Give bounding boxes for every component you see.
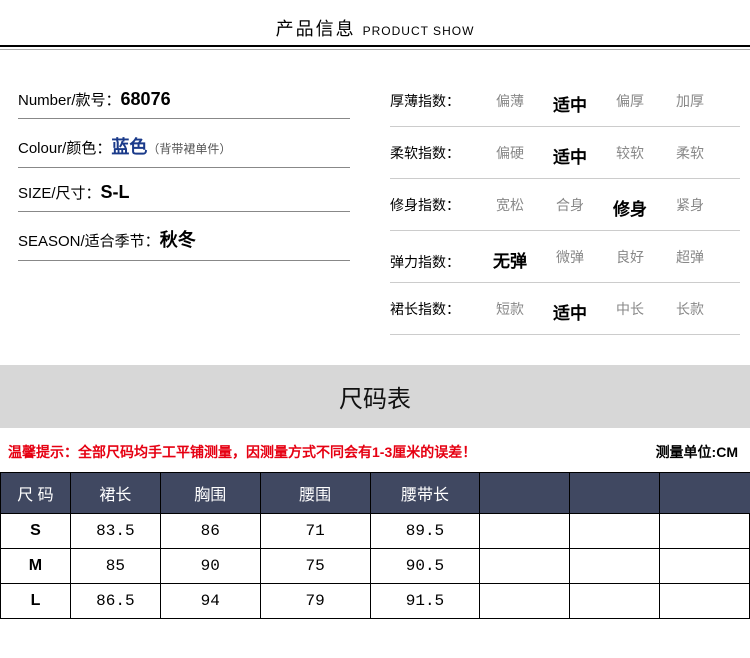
table-cell: L [1, 584, 71, 619]
index-label: 柔软指数： [390, 143, 480, 163]
index-label: 弹力指数： [390, 252, 480, 272]
index-option: 适中 [540, 299, 600, 324]
table-row: S83.5867189.5 [1, 514, 750, 549]
notice-row: 温馨提示：全部尺码均手工平铺测量，因测量方式不同会有1-3厘米的误差！ 测量单位… [0, 428, 750, 472]
table-row: L86.5947991.5 [1, 584, 750, 619]
size-table-head: 尺 码裙长胸围腰围腰带长 [1, 473, 750, 514]
index-option: 较软 [600, 143, 660, 168]
table-cell: 94 [160, 584, 260, 619]
index-label: 厚薄指数： [390, 91, 480, 111]
table-header-blank [570, 473, 660, 514]
table-cell: 90 [160, 549, 260, 584]
index-option: 偏厚 [600, 91, 660, 116]
index-row: 裙长指数：短款适中中长长款 [390, 283, 740, 335]
index-option: 修身 [600, 195, 660, 220]
index-option: 适中 [540, 91, 600, 116]
index-option: 适中 [540, 143, 600, 168]
table-cell-blank [660, 514, 750, 549]
index-option: 良好 [600, 247, 660, 272]
info-block: Number/款号：68076Colour/颜色：蓝色（背带裙单件）SIZE/尺… [0, 50, 750, 345]
info-row: Number/款号：68076 [18, 75, 350, 119]
info-row: Colour/颜色：蓝色（背带裙单件） [18, 119, 350, 168]
table-row: M85907590.5 [1, 549, 750, 584]
index-option: 偏硬 [480, 143, 540, 168]
table-cell-blank [660, 549, 750, 584]
info-label: SIZE/尺寸： [18, 185, 101, 202]
info-value: S-L [101, 182, 130, 202]
info-row: SEASON/适合季节：秋冬 [18, 212, 350, 261]
table-cell: 90.5 [370, 549, 480, 584]
info-value: 蓝色 [111, 137, 147, 157]
table-cell: 75 [260, 549, 370, 584]
header-rule [0, 45, 750, 47]
table-cell-blank [570, 584, 660, 619]
table-cell: 86 [160, 514, 260, 549]
notice-warning: 温馨提示：全部尺码均手工平铺测量，因测量方式不同会有1-3厘米的误差！ [8, 442, 476, 462]
table-cell: S [1, 514, 71, 549]
table-cell-blank [660, 584, 750, 619]
index-row: 弹力指数：无弹微弹良好超弹 [390, 231, 740, 283]
index-option: 柔软 [660, 143, 720, 168]
size-table-body: S83.5867189.5M85907590.5L86.5947991.5 [1, 514, 750, 619]
table-cell-blank [480, 549, 570, 584]
header-en: PRODUCT SHOW [363, 24, 475, 38]
table-cell-blank [570, 549, 660, 584]
table-cell: 71 [260, 514, 370, 549]
info-value: 秋冬 [160, 230, 196, 250]
table-cell: 79 [260, 584, 370, 619]
index-options: 无弹微弹良好超弹 [480, 247, 740, 272]
index-options: 偏薄适中偏厚加厚 [480, 91, 740, 116]
index-option: 偏薄 [480, 91, 540, 116]
info-row: SIZE/尺寸：S-L [18, 168, 350, 212]
index-option: 紧身 [660, 195, 720, 220]
table-cell: 91.5 [370, 584, 480, 619]
index-options: 短款适中中长长款 [480, 299, 740, 324]
size-table: 尺 码裙长胸围腰围腰带长 S83.5867189.5M85907590.5L86… [0, 472, 750, 619]
index-row: 柔软指数：偏硬适中较软柔软 [390, 127, 740, 179]
info-label: SEASON/适合季节： [18, 233, 160, 250]
notice-unit: 测量单位:CM [656, 442, 738, 462]
index-option: 长款 [660, 299, 720, 324]
size-banner: 尺码表 [0, 365, 750, 428]
index-option: 加厚 [660, 91, 720, 116]
right-column: 厚薄指数：偏薄适中偏厚加厚柔软指数：偏硬适中较软柔软修身指数：宽松合身修身紧身弹… [350, 75, 740, 335]
index-row: 厚薄指数：偏薄适中偏厚加厚 [390, 75, 740, 127]
index-option: 短款 [480, 299, 540, 324]
table-header: 腰带长 [370, 473, 480, 514]
info-label: Colour/颜色： [18, 140, 111, 157]
table-cell: M [1, 549, 71, 584]
info-value: 68076 [121, 89, 171, 109]
table-header-blank [480, 473, 570, 514]
header-title: 产品信息 PRODUCT SHOW [0, 0, 750, 45]
index-label: 修身指数： [390, 195, 480, 215]
index-option: 宽松 [480, 195, 540, 220]
index-row: 修身指数：宽松合身修身紧身 [390, 179, 740, 231]
table-header: 尺 码 [1, 473, 71, 514]
index-option: 合身 [540, 195, 600, 220]
table-header: 腰围 [260, 473, 370, 514]
table-cell: 85 [70, 549, 160, 584]
index-option: 超弹 [660, 247, 720, 272]
index-options: 偏硬适中较软柔软 [480, 143, 740, 168]
table-header-blank [660, 473, 750, 514]
info-label: Number/款号： [18, 92, 121, 109]
index-options: 宽松合身修身紧身 [480, 195, 740, 220]
table-cell: 86.5 [70, 584, 160, 619]
index-option: 微弹 [540, 247, 600, 272]
index-option: 中长 [600, 299, 660, 324]
table-header: 裙长 [70, 473, 160, 514]
table-header: 胸围 [160, 473, 260, 514]
index-option: 无弹 [480, 247, 540, 272]
left-column: Number/款号：68076Colour/颜色：蓝色（背带裙单件）SIZE/尺… [10, 75, 350, 335]
table-cell-blank [480, 584, 570, 619]
table-cell-blank [480, 514, 570, 549]
info-note: （背带裙单件） [147, 142, 231, 156]
table-cell-blank [570, 514, 660, 549]
table-cell: 83.5 [70, 514, 160, 549]
table-cell: 89.5 [370, 514, 480, 549]
header-cn: 产品信息 [276, 19, 356, 39]
index-label: 裙长指数： [390, 299, 480, 319]
